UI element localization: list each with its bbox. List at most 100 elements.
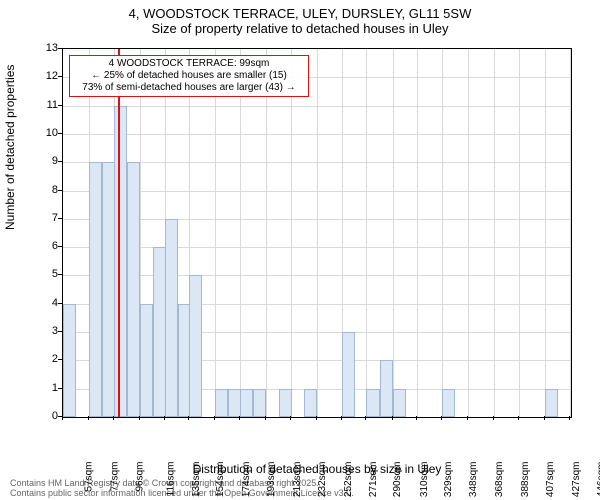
xtick	[88, 416, 89, 420]
xtick	[341, 416, 342, 420]
xtick	[365, 416, 366, 420]
histogram-bar	[114, 106, 127, 417]
gridline-v	[494, 49, 495, 417]
xtick-label: 407sqm	[545, 462, 556, 498]
ytick	[58, 388, 62, 389]
xtick	[416, 416, 417, 420]
gridline-v	[417, 49, 418, 417]
gridline-v	[468, 49, 469, 417]
xtick-label: 368sqm	[494, 462, 505, 498]
histogram-bar	[304, 389, 317, 417]
infobox-line3: 73% of semi-detached houses are larger (…	[74, 82, 304, 94]
histogram-bar	[342, 332, 355, 417]
xtick	[392, 416, 393, 420]
ytick	[58, 331, 62, 332]
gridline-v	[570, 49, 571, 417]
chart-plot-area: 4 WOODSTOCK TERRACE: 99sqm ← 25% of deta…	[62, 48, 572, 418]
ytick-label: 6	[36, 240, 58, 252]
ytick-label: 8	[36, 184, 58, 196]
gridline-v	[519, 49, 520, 417]
xtick	[493, 416, 494, 420]
ytick-label: 3	[36, 325, 58, 337]
y-axis-label: Number of detached properties	[3, 65, 17, 230]
gridline-v	[215, 49, 216, 417]
ytick	[58, 303, 62, 304]
infobox-line2: ← 25% of detached houses are smaller (15…	[74, 70, 304, 82]
xtick	[569, 416, 570, 420]
histogram-bar	[63, 304, 76, 417]
xtick-label: 174sqm	[241, 462, 252, 498]
histogram-bar	[366, 389, 379, 417]
histogram-bar	[442, 389, 455, 417]
ytick	[58, 274, 62, 275]
xtick	[113, 416, 114, 420]
histogram-bar	[393, 389, 406, 417]
histogram-bar	[253, 389, 266, 417]
xtick	[316, 416, 317, 420]
ytick-label: 2	[36, 353, 58, 365]
marker-info-box: 4 WOODSTOCK TERRACE: 99sqm ← 25% of deta…	[69, 55, 309, 97]
xtick	[265, 416, 266, 420]
xtick	[441, 416, 442, 420]
xtick-label: 388sqm	[520, 462, 531, 498]
ytick-label: 9	[36, 155, 58, 167]
xtick	[164, 416, 165, 420]
chart-container: 4, WOODSTOCK TERRACE, ULEY, DURSLEY, GL1…	[0, 0, 600, 500]
gridline-v	[545, 49, 546, 417]
ytick	[58, 48, 62, 49]
xtick-label: 193sqm	[266, 462, 277, 498]
xtick-label: 310sqm	[419, 462, 430, 498]
xtick	[544, 416, 545, 420]
histogram-bar	[380, 360, 393, 417]
ytick	[58, 105, 62, 106]
histogram-bar	[140, 304, 153, 417]
ytick-label: 0	[36, 410, 58, 422]
ytick	[58, 359, 62, 360]
ytick-label: 12	[36, 70, 58, 82]
xtick	[214, 416, 215, 420]
xtick	[188, 416, 189, 420]
xtick-label: 57sqm	[84, 462, 95, 492]
xtick	[467, 416, 468, 420]
xtick	[290, 416, 291, 420]
xtick	[139, 416, 140, 420]
ytick-label: 11	[36, 99, 58, 111]
xtick-label: 135sqm	[191, 462, 202, 498]
xtick-label: 290sqm	[393, 462, 404, 498]
gridline-v	[393, 49, 394, 417]
xtick-label: 96sqm	[134, 462, 145, 492]
histogram-bar	[545, 389, 558, 417]
infobox-line1: 4 WOODSTOCK TERRACE: 99sqm	[74, 58, 304, 70]
xtick-label: 116sqm	[165, 462, 176, 497]
ytick	[58, 218, 62, 219]
histogram-bar	[127, 162, 140, 417]
xtick-label: 154sqm	[215, 462, 226, 498]
ytick-label: 10	[36, 127, 58, 139]
ytick	[58, 133, 62, 134]
xtick-label: 271sqm	[368, 462, 379, 498]
ytick-label: 1	[36, 382, 58, 394]
title-block: 4, WOODSTOCK TERRACE, ULEY, DURSLEY, GL1…	[0, 0, 600, 36]
histogram-bar	[89, 162, 102, 417]
title-address: 4, WOODSTOCK TERRACE, ULEY, DURSLEY, GL1…	[0, 6, 600, 21]
ytick	[58, 161, 62, 162]
xtick-label: 252sqm	[343, 462, 354, 498]
title-subtitle: Size of property relative to detached ho…	[0, 21, 600, 36]
xtick-label: 213sqm	[292, 462, 303, 498]
ytick	[58, 246, 62, 247]
ytick	[58, 190, 62, 191]
gridline-v	[240, 49, 241, 417]
histogram-bar	[279, 389, 292, 417]
gridline-v	[317, 49, 318, 417]
histogram-bar	[189, 275, 202, 417]
xtick-label: 77sqm	[110, 462, 121, 492]
gridline-v	[266, 49, 267, 417]
ytick-label: 13	[36, 42, 58, 54]
gridline-v	[366, 49, 367, 417]
ytick	[58, 76, 62, 77]
xtick	[518, 416, 519, 420]
histogram-bar	[165, 219, 178, 417]
gridline-v	[442, 49, 443, 417]
ytick-label: 4	[36, 297, 58, 309]
xtick-label: 348sqm	[468, 462, 479, 498]
